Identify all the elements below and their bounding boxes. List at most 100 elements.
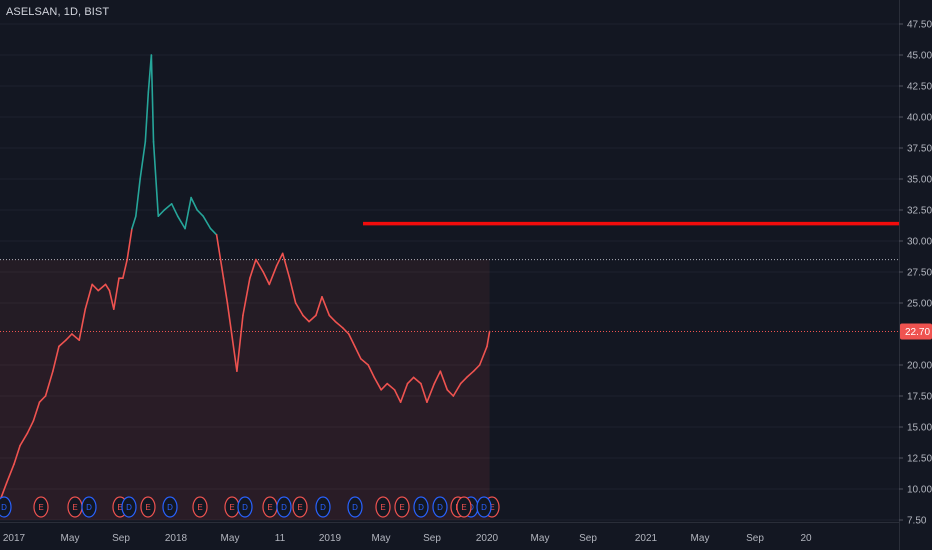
event-marker-label: D (1, 503, 7, 512)
y-tick-label: 20.00 (907, 361, 932, 372)
price-line-segment (139, 141, 147, 180)
price-line-segment (131, 215, 137, 230)
x-tick-label: May (61, 533, 80, 544)
price-line-segment (373, 376, 382, 391)
earnings-event-icon[interactable]: E (140, 496, 156, 518)
dividend-event-icon[interactable]: D (121, 496, 137, 518)
price-line-segment (97, 283, 107, 292)
event-marker-circle (413, 496, 429, 518)
earnings-event-icon[interactable]: E (375, 496, 391, 518)
y-tick-label: 17.50 (907, 392, 932, 403)
price-line-segment (347, 333, 356, 348)
earnings-event-icon[interactable]: E (292, 496, 308, 518)
price-line-segment (84, 283, 93, 311)
y-tick-label: 32.50 (907, 206, 932, 217)
price-line-segment (433, 370, 442, 385)
grid-lines (0, 23, 899, 521)
price-line-segment (71, 333, 81, 342)
y-tick-label: 30.00 (907, 237, 932, 248)
price-line-segment (58, 339, 67, 348)
event-marker-circle (140, 496, 156, 518)
x-tick-label: Sep (579, 533, 597, 544)
earnings-event-icon[interactable]: E (192, 496, 208, 518)
earnings-event-icon[interactable]: E (262, 496, 278, 518)
earnings-event-icon[interactable]: E (33, 496, 49, 518)
price-line-segment (399, 382, 409, 404)
price-line-segment (281, 252, 291, 280)
earnings-event-icon[interactable]: E (224, 496, 240, 518)
price-line-segment (38, 395, 47, 404)
price-line-segment (150, 54, 155, 143)
event-marker-label: E (461, 503, 466, 512)
price-line-segment (446, 388, 455, 397)
price-line-segment (44, 370, 54, 397)
event-marker-label: E (489, 503, 494, 512)
event-marker-label: D (320, 503, 326, 512)
price-line-segment (202, 215, 212, 230)
y-tick-label: 47.50 (907, 20, 932, 31)
price-line-segment (52, 345, 60, 373)
price-line-segment (135, 178, 141, 217)
dividend-event-icon[interactable]: D (276, 496, 292, 518)
price-line-segment (226, 302, 233, 335)
price-line-segment (420, 382, 428, 404)
event-marker-circle (432, 496, 448, 518)
event-marker-circle (315, 496, 331, 518)
event-marker-circle (81, 496, 97, 518)
event-marker-label: E (197, 503, 202, 512)
event-marker-circle (192, 496, 208, 518)
price-line-segment (341, 326, 350, 335)
price-line-segment (65, 333, 73, 342)
y-tick-label: 27.50 (907, 268, 932, 279)
dividend-event-icon[interactable]: D (476, 496, 492, 518)
symbol-title[interactable]: ASELSAN, 1D, BIST (6, 6, 110, 18)
y-tick-label: 25.00 (907, 299, 932, 310)
dividend-event-icon[interactable]: D (432, 496, 448, 518)
dividend-event-icon[interactable]: D (237, 496, 253, 518)
event-marker-label: E (38, 503, 43, 512)
y-tick-label: 12.50 (907, 454, 932, 465)
price-line-segment (367, 364, 376, 379)
event-marker-circle (347, 496, 363, 518)
price-line-segment (302, 314, 310, 323)
price-line-segment (268, 264, 278, 286)
dividend-event-icon[interactable]: D (0, 496, 12, 518)
earnings-event-icon[interactable]: E (67, 496, 83, 518)
y-tick-label: 42.50 (907, 82, 932, 93)
price-line-segment (360, 357, 370, 366)
price-line-segment (294, 302, 304, 317)
x-tick-label: 11 (275, 533, 286, 544)
y-tick-label: 10.00 (907, 485, 932, 496)
price-line-segment (321, 295, 331, 317)
price-line-segment (170, 203, 179, 217)
earnings-event-icon[interactable]: E (456, 496, 472, 518)
dividend-event-icon[interactable]: D (347, 496, 363, 518)
event-marker-label: E (267, 503, 272, 512)
price-line-segment (13, 444, 21, 466)
price-line-segment (104, 283, 111, 292)
earnings-event-icon[interactable]: E (394, 496, 410, 518)
event-marker-label: D (437, 503, 443, 512)
event-marker-label: E (72, 503, 77, 512)
price-range-fill-lower (0, 331, 490, 520)
event-marker-label: D (126, 503, 132, 512)
price-line-segment (144, 91, 150, 143)
price-line-segment (412, 376, 422, 385)
y-tick-label: 15.00 (907, 423, 932, 434)
dividend-event-icon[interactable]: D (315, 496, 331, 518)
price-line-segment (157, 209, 166, 217)
price-line-segment (275, 252, 284, 267)
dividend-event-icon[interactable]: D (162, 496, 178, 518)
dividend-event-icon[interactable]: D (413, 496, 429, 518)
price-line-segment (308, 314, 317, 323)
event-marker-label: E (229, 503, 234, 512)
x-tick-label: May (372, 533, 391, 544)
event-marker-label: E (399, 503, 404, 512)
price-line-segment (222, 277, 229, 304)
dividend-event-icon[interactable]: D (81, 496, 97, 518)
event-marker-label: E (380, 503, 385, 512)
x-tick-label: Sep (423, 533, 441, 544)
x-tick-label: Sep (746, 533, 764, 544)
